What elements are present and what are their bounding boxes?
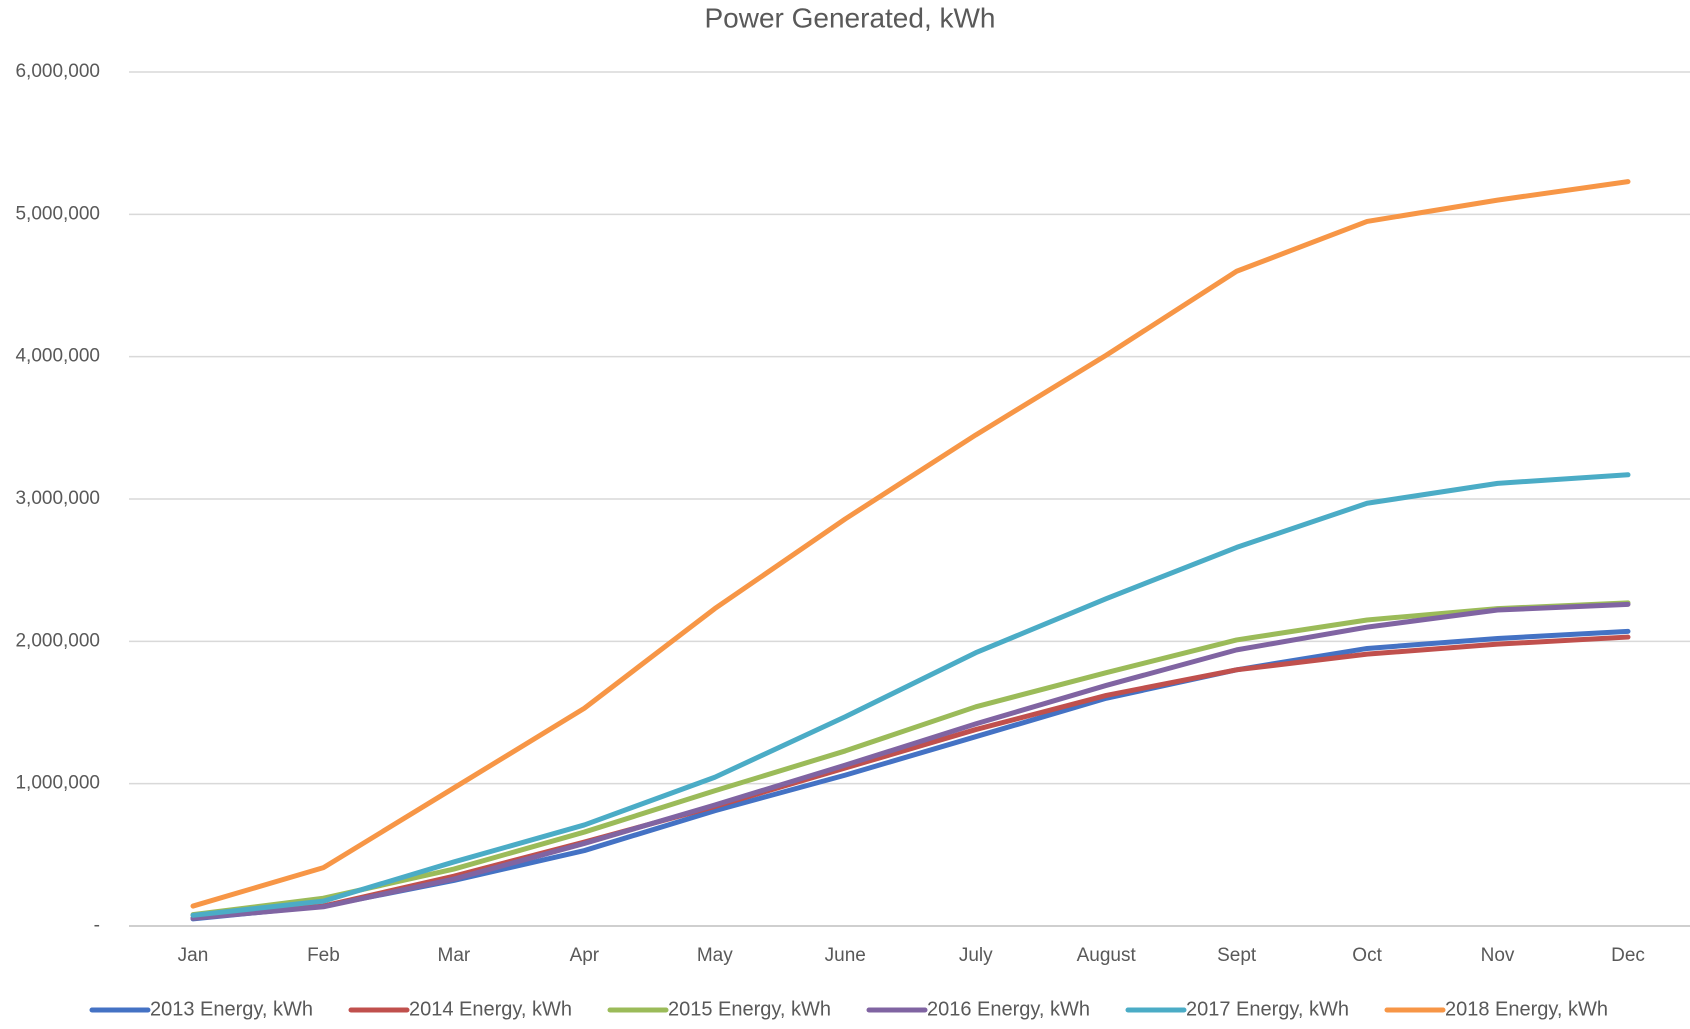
legend-label: 2016 Energy, kWh bbox=[927, 998, 1090, 1020]
x-tick-label: May bbox=[697, 945, 733, 966]
x-tick-label: Jan bbox=[178, 945, 209, 966]
y-tick-label: 1,000,000 bbox=[15, 773, 100, 794]
series-line bbox=[190, 601, 1631, 921]
y-tick-label: 4,000,000 bbox=[15, 346, 100, 367]
legend-label: 2015 Energy, kWh bbox=[668, 998, 831, 1020]
y-tick-label: 5,000,000 bbox=[15, 203, 100, 224]
series-line bbox=[190, 472, 1631, 918]
x-tick-label: Sept bbox=[1217, 945, 1257, 966]
x-tick-label: Oct bbox=[1352, 945, 1382, 966]
x-tick-label: July bbox=[959, 945, 993, 966]
series-line bbox=[190, 179, 1631, 909]
x-tick-label: Nov bbox=[1481, 945, 1515, 966]
y-tick-label: 3,000,000 bbox=[15, 488, 100, 509]
x-tick-label: August bbox=[1077, 945, 1137, 966]
x-tick-label: June bbox=[825, 945, 866, 966]
legend-label: 2018 Energy, kWh bbox=[1445, 998, 1608, 1020]
x-tick-label: Feb bbox=[307, 945, 340, 966]
legend-label: 2017 Energy, kWh bbox=[1186, 998, 1349, 1020]
chart-title: Power Generated, kWh bbox=[704, 2, 995, 33]
x-tick-label: Apr bbox=[570, 945, 600, 966]
legend-label: 2013 Energy, kWh bbox=[150, 998, 313, 1020]
x-tick-label: Mar bbox=[438, 945, 471, 966]
x-tick-label: Dec bbox=[1611, 945, 1645, 966]
y-tick-label: 2,000,000 bbox=[15, 630, 100, 651]
y-tick-label: - bbox=[94, 915, 100, 936]
legend-label: 2014 Energy, kWh bbox=[409, 998, 572, 1020]
series-line bbox=[190, 600, 1631, 918]
y-tick-label: 6,000,000 bbox=[15, 61, 100, 82]
